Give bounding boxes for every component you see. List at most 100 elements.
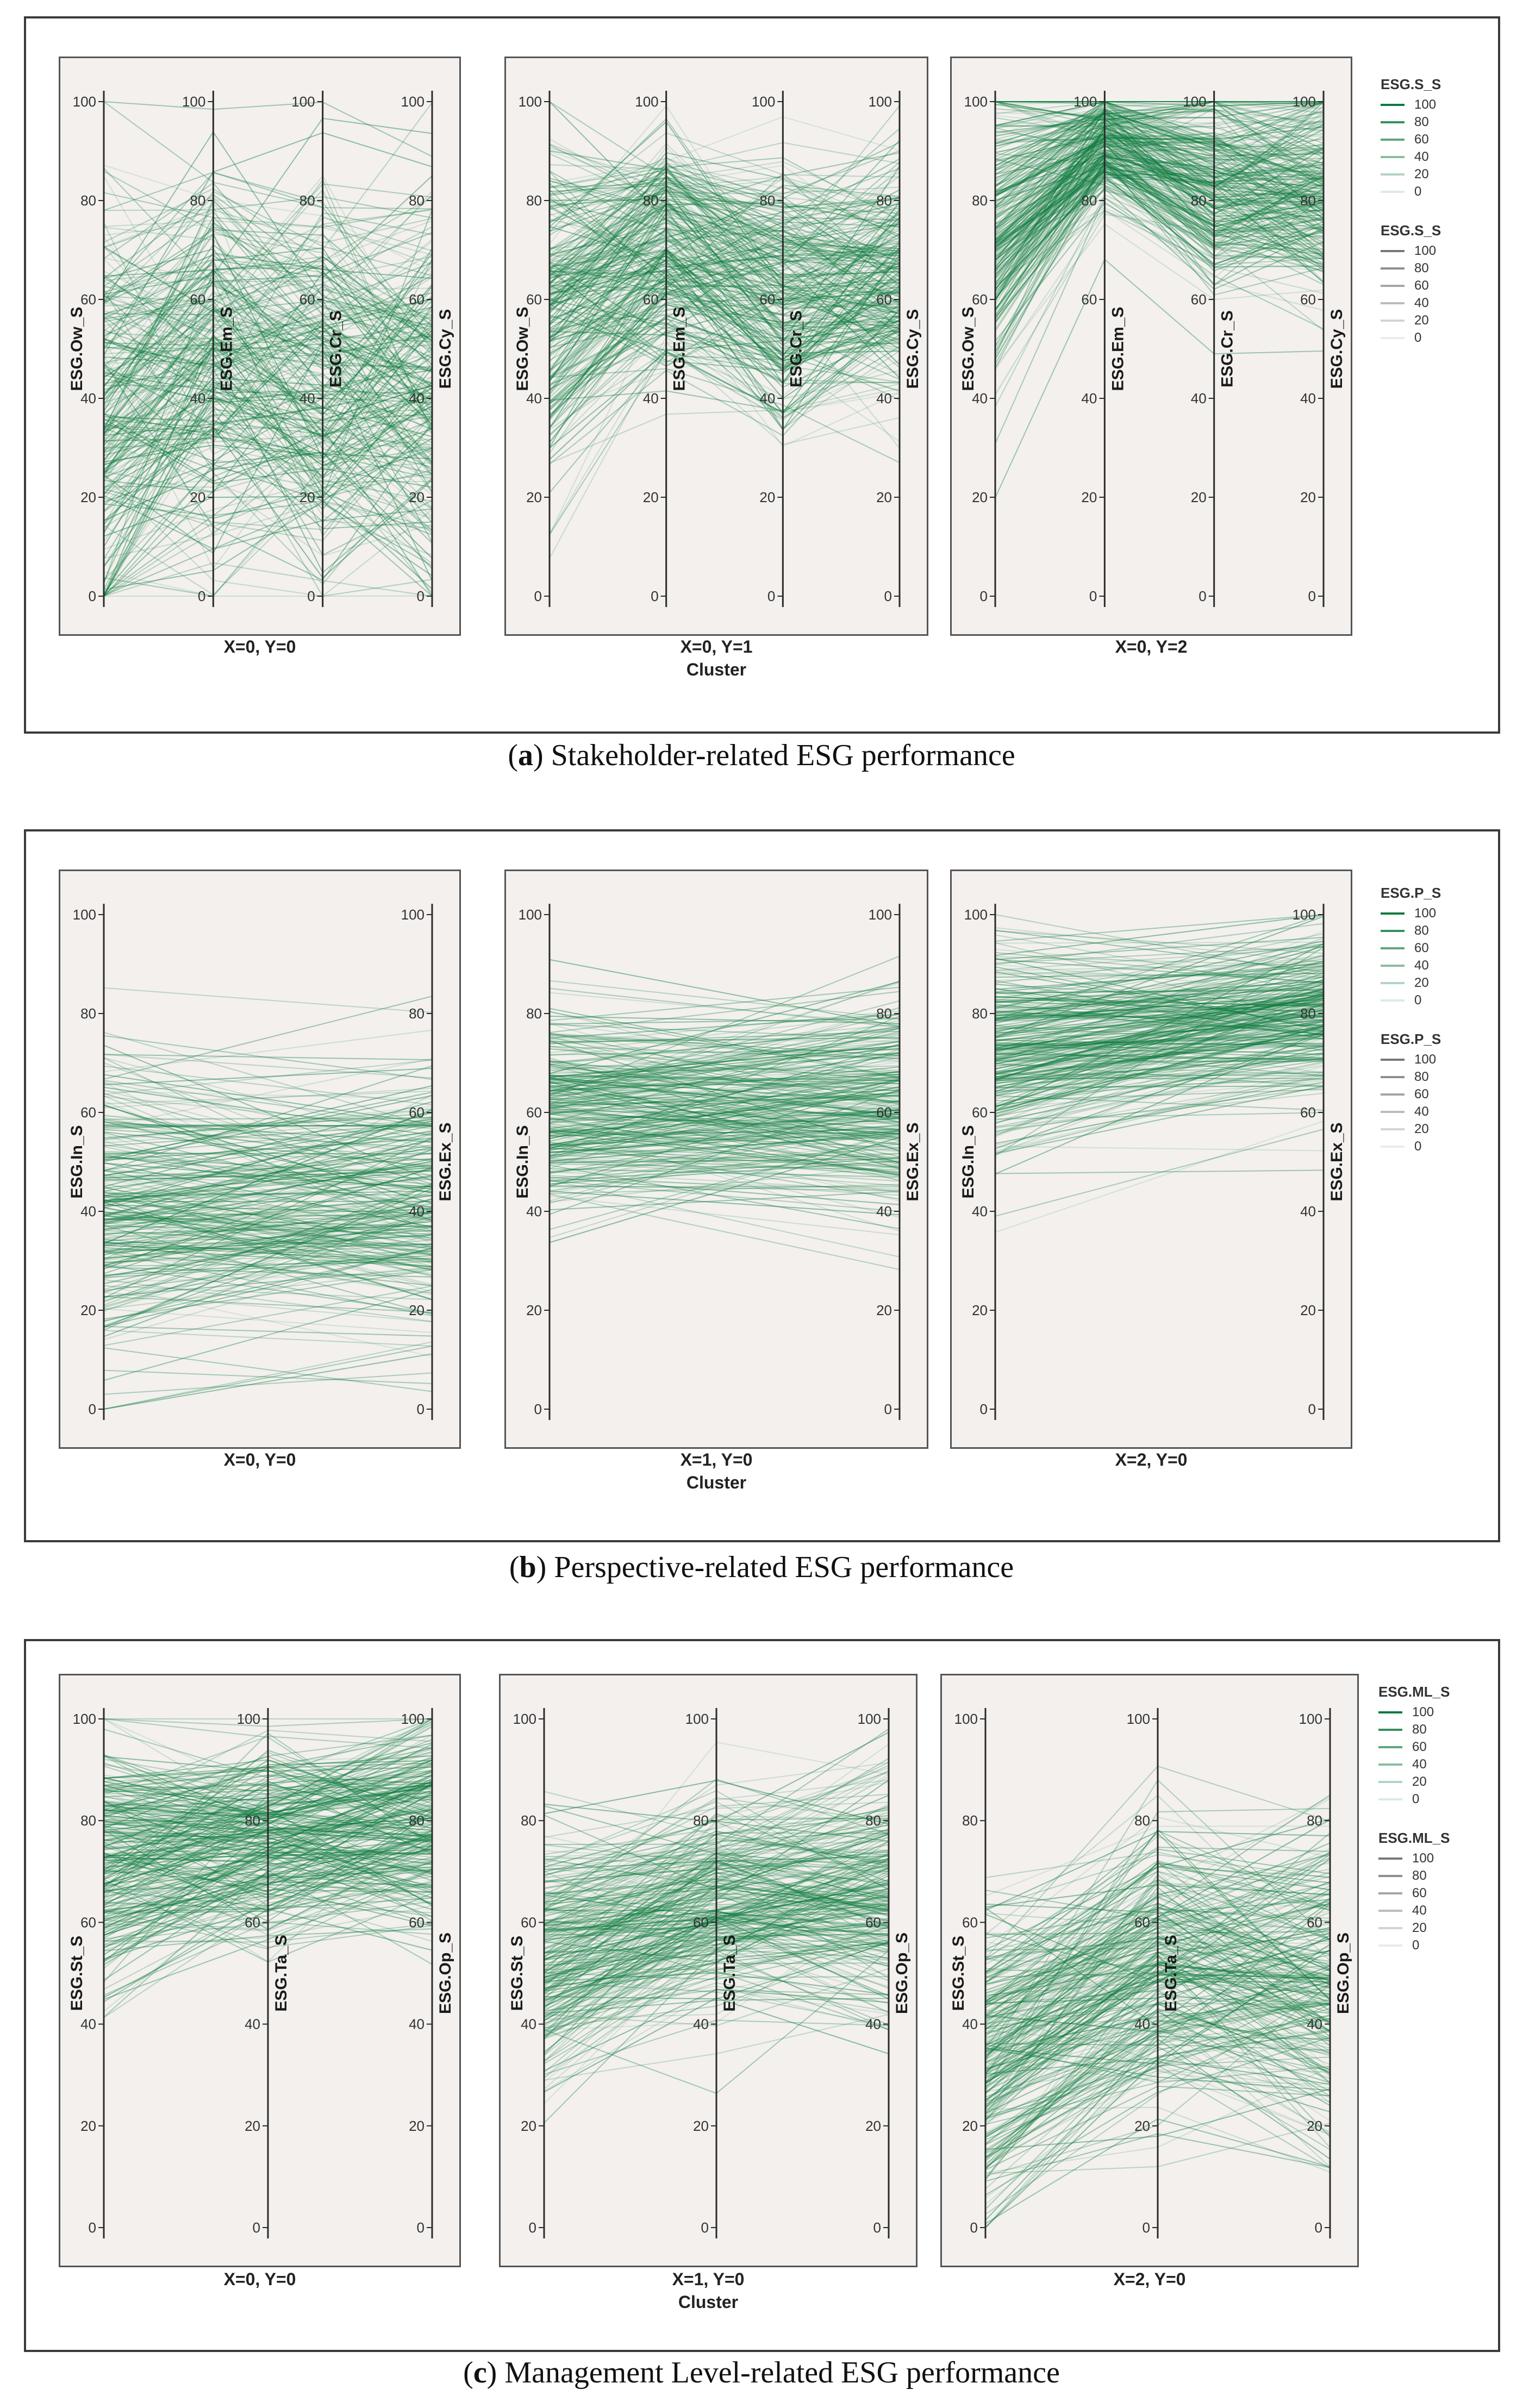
tick-label: 0	[89, 588, 96, 604]
record-line	[549, 285, 900, 371]
tick-label: 100	[1127, 1711, 1150, 1727]
record-line	[549, 1109, 900, 1128]
record-line	[995, 999, 1324, 1108]
legend-item: 60	[1381, 1086, 1484, 1103]
tick-label: 60	[521, 1914, 536, 1930]
record-line	[103, 1074, 433, 1125]
record-line	[549, 184, 900, 329]
record-lines	[995, 101, 1324, 498]
record-line	[995, 1058, 1324, 1067]
record-line	[103, 1087, 433, 1109]
record-line	[103, 298, 433, 466]
record-line	[995, 970, 1324, 1060]
record-line	[103, 1219, 433, 1278]
record-line	[995, 161, 1324, 253]
legend-label: 100	[1412, 1705, 1434, 1719]
record-line	[549, 101, 900, 330]
legend-swatch	[1381, 930, 1405, 932]
record-line	[549, 217, 900, 326]
record-line	[103, 1242, 433, 1245]
record-line	[103, 1156, 433, 1185]
record-line	[103, 176, 433, 450]
tick-label: 100	[869, 93, 892, 110]
record-line	[549, 1074, 900, 1081]
record-line	[103, 1115, 433, 1137]
record-line	[549, 272, 900, 443]
record-line	[549, 1134, 900, 1162]
record-line	[995, 1073, 1324, 1077]
record-line	[549, 1185, 900, 1192]
record-line	[995, 1053, 1324, 1117]
record-line	[103, 372, 433, 410]
tick-label: 20	[972, 1302, 988, 1318]
legend-title: ESG.ML_S	[1378, 1830, 1450, 1846]
record-line	[549, 1193, 900, 1270]
legend-label: 0	[1414, 330, 1422, 345]
tick-label: 40	[1134, 2016, 1150, 2032]
record-line	[995, 107, 1324, 150]
record-line	[549, 280, 900, 354]
tick-label: 60	[1307, 1914, 1322, 1930]
record-line	[995, 133, 1324, 282]
record-line	[995, 154, 1324, 230]
record-line	[103, 1234, 433, 1259]
tick-label: 80	[759, 192, 775, 209]
record-line	[995, 154, 1324, 299]
record-line	[103, 1031, 433, 1127]
record-line	[995, 148, 1324, 221]
record-line	[995, 101, 1324, 112]
record-line	[103, 247, 433, 320]
record-line	[103, 392, 433, 590]
record-line	[549, 1143, 900, 1193]
figure-c-caption: (c) Management Level-related ESG perform…	[463, 2356, 1060, 2390]
record-line	[549, 150, 900, 223]
record-line	[549, 1077, 900, 1108]
record-line	[549, 268, 900, 372]
record-line	[549, 955, 900, 1097]
record-line	[995, 135, 1324, 249]
record-line	[549, 245, 900, 282]
record-line	[103, 197, 433, 436]
record-line	[995, 1081, 1324, 1144]
record-line	[549, 1065, 900, 1151]
axis-label: ESG.Em_S	[1109, 307, 1127, 391]
record-line	[103, 1272, 433, 1283]
record-line	[995, 1029, 1324, 1155]
record-line	[549, 980, 900, 1020]
record-line	[995, 136, 1324, 279]
record-line	[549, 233, 900, 306]
record-line	[549, 1061, 900, 1104]
record-line	[549, 248, 900, 448]
record-line	[103, 387, 433, 489]
record-line	[549, 247, 900, 411]
record-line	[103, 1057, 433, 1144]
record-line	[995, 108, 1324, 232]
record-line	[549, 1179, 900, 1258]
record-line	[103, 451, 433, 559]
figure-a-caption: (a) Stakeholder-related ESG performance	[508, 739, 1015, 772]
record-line	[549, 250, 900, 391]
record-line	[995, 923, 1324, 965]
record-line	[549, 315, 900, 390]
record-line	[549, 253, 900, 316]
record-line	[103, 1198, 433, 1293]
record-line	[103, 348, 433, 462]
legend-swatch	[1381, 1059, 1405, 1061]
record-line	[995, 1005, 1324, 1020]
record-line	[995, 979, 1324, 1105]
record-line	[103, 1100, 433, 1234]
record-line	[995, 1034, 1324, 1048]
record-line	[103, 1105, 433, 1204]
record-line	[103, 339, 433, 537]
record-line	[549, 1164, 900, 1173]
record-line	[103, 1227, 433, 1277]
record-line	[549, 1196, 900, 1236]
record-line	[549, 254, 900, 295]
record-line	[103, 359, 433, 504]
record-line	[103, 291, 433, 453]
tick-label: 0	[970, 2219, 978, 2236]
record-line	[103, 1208, 433, 1219]
record-line	[103, 335, 433, 384]
record-line	[995, 1010, 1324, 1075]
record-line	[103, 1198, 433, 1312]
